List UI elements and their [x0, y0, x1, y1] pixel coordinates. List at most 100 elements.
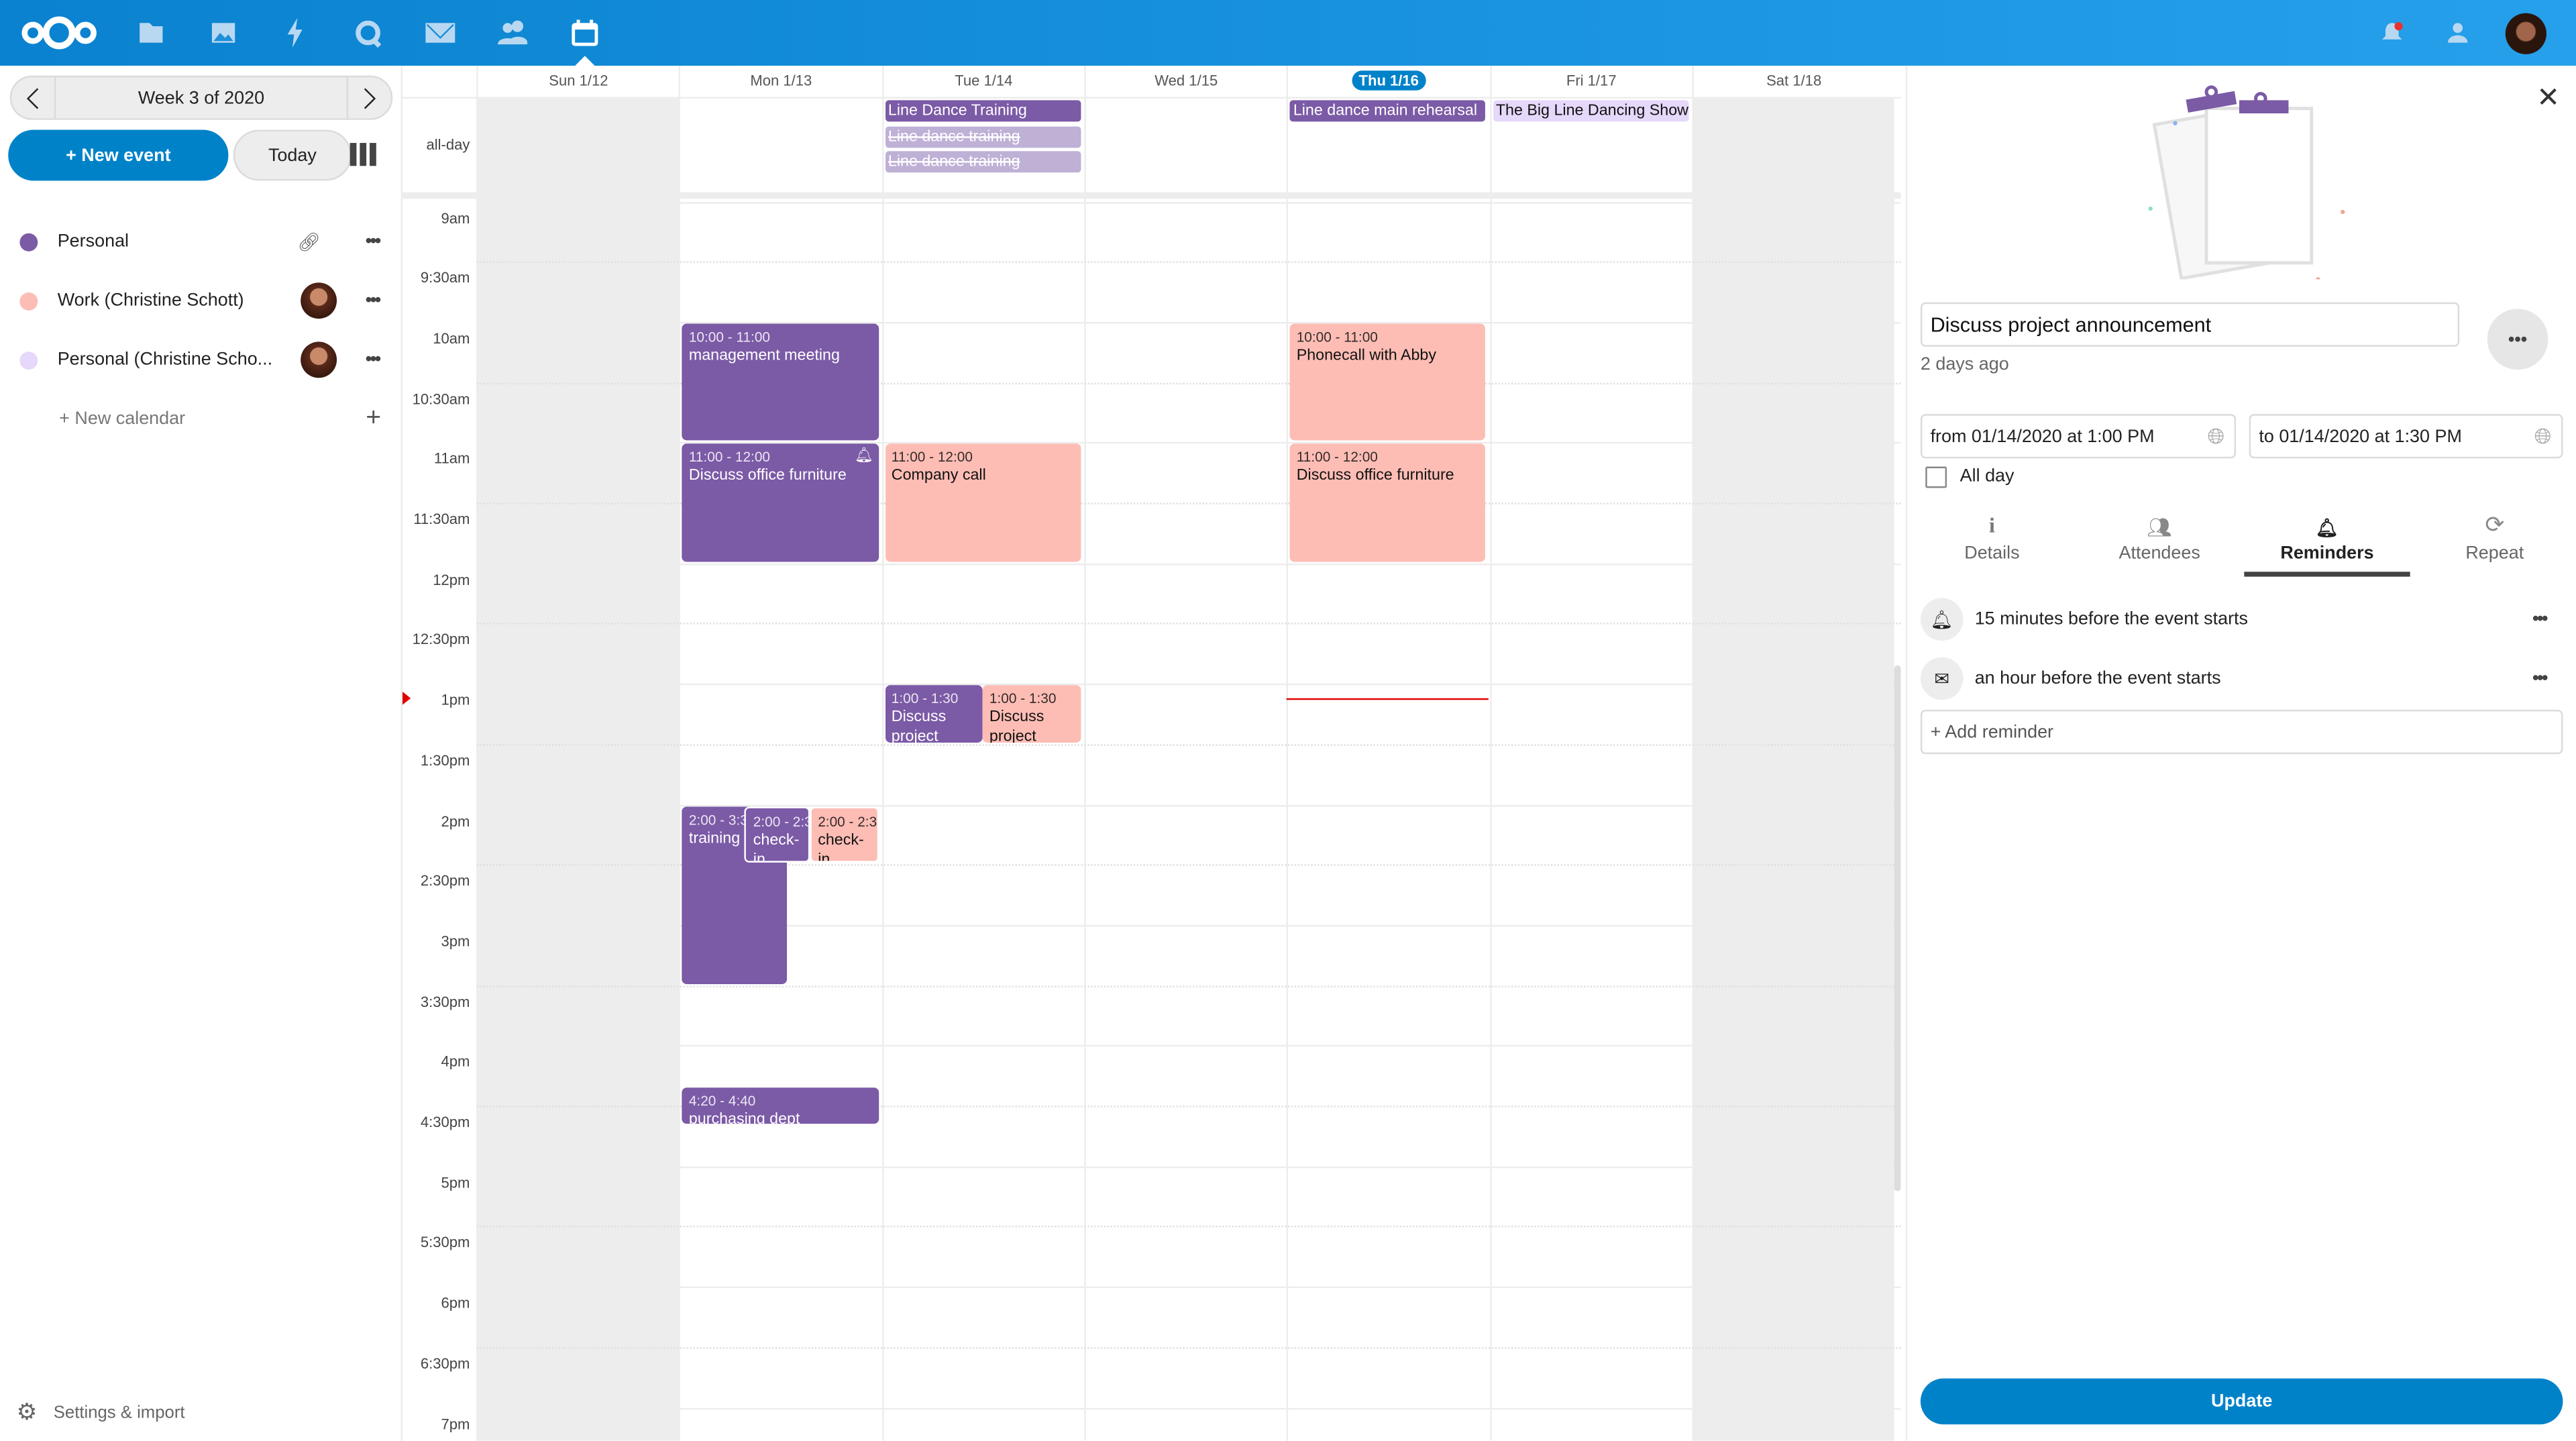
day-header[interactable]: Sat 1/18 [1691, 65, 1894, 97]
day-header[interactable]: Sun 1/12 [476, 65, 679, 97]
new-calendar-button[interactable]: + New calendar + [0, 394, 402, 443]
notifications-icon[interactable] [2377, 18, 2407, 48]
calendar-event[interactable]: 11:00 - 12:00 Discuss office furniture [1289, 443, 1487, 562]
time-label: 10am [433, 329, 470, 347]
day-column[interactable] [1691, 97, 1894, 1441]
next-week-button[interactable] [346, 77, 391, 119]
day-header[interactable]: Mon 1/13 [679, 65, 881, 97]
view-switcher-icon[interactable] [350, 143, 376, 166]
add-reminder-input[interactable]: + Add reminder [1920, 709, 2563, 755]
time-label: 5:30pm [420, 1234, 470, 1251]
day-label: Wed 1/15 [1155, 72, 1218, 89]
to-datetime-input[interactable]: to 01/14/2020 at 1:30 PM 🌐︎ [2249, 414, 2563, 459]
calendar-menu-icon[interactable]: ••• [365, 231, 381, 252]
all-day-divider [402, 192, 1901, 199]
event-time: 2:00 - 2:30 [818, 812, 879, 829]
calendar-event[interactable]: 10:00 - 11:00 Phonecall with Abby [1289, 323, 1487, 441]
event-time: 2:00 - 3:30 [688, 810, 756, 828]
calendar-item[interactable]: Work (Christine Schott) ••• [0, 276, 402, 325]
bell-icon: 🔔︎ [2315, 519, 2339, 539]
contacts-icon[interactable] [498, 18, 528, 48]
day-column[interactable] [1084, 97, 1287, 1441]
event-title-input[interactable]: Discuss project announcement [1920, 302, 2460, 347]
calendar-item[interactable]: Personal 🔗︎ ••• [0, 217, 402, 266]
event-time: 10:00 - 11:00 [688, 328, 771, 345]
time-label: 9am [441, 209, 470, 226]
time-label: 12:30pm [412, 631, 470, 648]
calendar-color-dot[interactable] [19, 232, 38, 251]
timezone-globe-icon[interactable]: 🌐︎ [2207, 423, 2224, 448]
calendar-menu-icon[interactable]: ••• [365, 290, 381, 311]
new-event-button[interactable]: + New event [8, 129, 229, 181]
tab-reminders[interactable]: 🔔︎ Reminders [2244, 513, 2410, 575]
today-button[interactable]: Today [233, 129, 352, 181]
calendar-icon[interactable] [570, 18, 600, 48]
activity-icon[interactable] [281, 17, 311, 48]
all-day-label: All day [1960, 466, 2015, 486]
calendar-event[interactable]: 11:00 - 12:00 Company call [885, 443, 1081, 562]
tab-details[interactable]: i Details [1909, 513, 2075, 575]
update-button[interactable]: Update [1920, 1378, 2563, 1425]
all-day-event[interactable]: Line dance training [885, 125, 1081, 148]
close-icon[interactable]: ✕ [2536, 82, 2561, 113]
reminder-menu-icon[interactable]: ••• [2532, 668, 2548, 689]
shared-avatar [301, 341, 337, 378]
top-header [0, 0, 2576, 66]
mail-icon[interactable] [425, 18, 455, 48]
day-header[interactable]: Fri 1/17 [1489, 65, 1692, 97]
timezone-globe-icon[interactable]: 🌐︎ [2534, 423, 2552, 448]
reminder-text: 15 minutes before the event starts [1974, 609, 2249, 629]
link-icon[interactable]: 🔗︎ [297, 232, 321, 252]
day-column[interactable] [1287, 97, 1489, 1441]
calendar-week-view: Sun 1/12 Mon 1/13 Tue 1/14 Wed 1/15 Thu 1/16… [402, 65, 1901, 1441]
reminder-menu-icon[interactable]: ••• [2532, 609, 2548, 629]
day-column[interactable] [1489, 97, 1692, 1441]
calendar-event[interactable]: 11:00 - 12:00 Discuss office furniture 🔔︎ [682, 443, 879, 562]
settings-button[interactable]: ⚙ Settings & import [16, 1398, 184, 1426]
more-actions-button[interactable]: ••• [2487, 309, 2548, 370]
calendar-color-dot[interactable] [19, 291, 38, 310]
all-day-event[interactable]: The Big Line Dancing Show [1492, 100, 1689, 122]
day-column[interactable] [881, 97, 1085, 1441]
user-avatar[interactable] [2505, 13, 2546, 54]
from-datetime-input[interactable]: from 01/14/2020 at 1:00 PM 🌐︎ [1920, 414, 2237, 459]
calendar-event[interactable]: 4:20 - 4:40 purchasing dept [682, 1087, 879, 1124]
week-label[interactable]: Week 3 of 2020 [138, 88, 265, 108]
day-header[interactable]: Tue 1/14 [881, 65, 1084, 97]
photos-icon[interactable] [209, 18, 238, 48]
event-title: purchasing dept [688, 1110, 800, 1124]
all-day-event[interactable]: Line Dance Training [885, 100, 1081, 122]
modified-time: 2 days ago [1920, 354, 2009, 375]
day-column[interactable] [679, 97, 882, 1441]
contacts-menu-icon[interactable] [2443, 18, 2473, 48]
calendar-menu-icon[interactable]: ••• [365, 350, 381, 370]
day-header[interactable]: Thu 1/16 [1287, 65, 1489, 97]
day-column[interactable] [476, 97, 680, 1441]
all-day-label: all-day [426, 136, 470, 153]
calendar-item[interactable]: Personal (Christine Scho... ••• [0, 335, 402, 384]
calendar-event[interactable]: 1:00 - 1:30 Discuss project [983, 685, 1081, 743]
files-icon[interactable] [136, 18, 166, 48]
logo-icon[interactable] [19, 16, 99, 50]
all-day-event[interactable]: Line dance main rehearsal [1289, 100, 1487, 122]
all-day-event[interactable]: Line dance training [885, 151, 1081, 173]
scrollbar[interactable] [1894, 665, 1901, 1191]
plus-icon[interactable]: + [366, 404, 382, 433]
event-time: 10:00 - 11:00 [1296, 328, 1378, 345]
calendar-color-dot[interactable] [19, 350, 38, 369]
day-header[interactable]: Wed 1/15 [1084, 65, 1287, 97]
all-day-checkbox[interactable] [1925, 466, 1947, 488]
tab-attendees[interactable]: 👥︎ Attendees [2077, 513, 2243, 575]
previous-week-button[interactable] [11, 77, 56, 119]
event-title: Discuss office furniture [688, 467, 847, 486]
time-label: 12pm [433, 571, 470, 588]
calendar-event[interactable]: 10:00 - 11:00 management meeting [682, 323, 879, 441]
event-title: check-in [753, 830, 800, 863]
tab-repeat[interactable]: ⟳ Repeat [2412, 511, 2576, 575]
talk-icon[interactable] [354, 18, 383, 48]
event-title: management meeting [688, 346, 840, 365]
calendar-event[interactable]: 2:00 - 3:30 training [682, 806, 786, 983]
